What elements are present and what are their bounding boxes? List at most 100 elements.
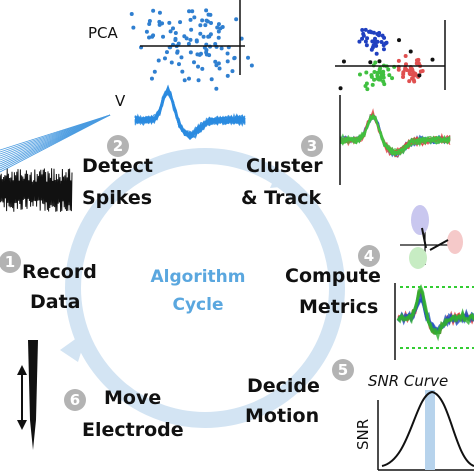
scatter-dot [215, 25, 220, 30]
scatter-dot [249, 63, 254, 68]
scatter-dot [364, 43, 369, 48]
electrode [28, 340, 38, 450]
scatter-dot [164, 50, 169, 55]
scatter-dot [368, 60, 373, 65]
waveform [396, 284, 474, 336]
waveform [134, 86, 246, 139]
waveform [134, 92, 246, 135]
waveform [339, 116, 451, 154]
scatter-dot [364, 70, 369, 75]
scatter-dot [401, 72, 406, 77]
scatter-dot [357, 39, 362, 44]
waveform [339, 116, 451, 154]
scatter-dot [162, 56, 167, 61]
scatter-dot [195, 52, 200, 57]
scatter-dot [194, 38, 199, 43]
arrow [421, 227, 427, 249]
scatter-dot [161, 34, 166, 39]
cycle-ring [65, 148, 345, 428]
step-label: Data [30, 291, 81, 313]
waveform [339, 115, 451, 153]
scatter-dot [381, 75, 386, 80]
scatter-dot [204, 18, 209, 23]
scatter-dot [396, 58, 401, 63]
scatter-dot [216, 29, 221, 34]
scatter-dot [390, 76, 395, 81]
scatter-dot [209, 77, 214, 82]
scatter-dot [192, 15, 197, 20]
step-number: 2 [113, 137, 123, 155]
scatter-dot [381, 43, 386, 48]
scatter-dot [182, 34, 187, 39]
scatter-dot [373, 36, 378, 41]
waveform [134, 91, 246, 136]
scatter-dot [178, 20, 183, 25]
scatter-dot [213, 59, 218, 64]
waveform [134, 88, 246, 139]
step-number: 1 [5, 253, 15, 271]
scatter-dot [196, 78, 201, 83]
arrow-head [17, 365, 27, 375]
scatter-dot [198, 51, 203, 56]
scatter-dot [360, 27, 365, 32]
center-label: Algorithm [151, 267, 246, 287]
scatter-dot [357, 72, 362, 77]
plot-label: SNR Curve [368, 372, 448, 390]
scatter-dot [214, 86, 219, 91]
waveform [134, 89, 246, 138]
arrow-head [17, 420, 27, 430]
scatter-dot [341, 59, 346, 64]
scatter-dot [396, 67, 401, 72]
scatter-dot [147, 22, 152, 27]
scatter-dot [412, 73, 417, 78]
scatter-dot [403, 62, 408, 67]
step-label: Detect [82, 155, 153, 177]
scatter-dot [414, 58, 419, 63]
scatter-dot [377, 59, 382, 64]
scatter-dot [144, 29, 149, 34]
waveform [134, 88, 246, 137]
waveform [134, 85, 246, 137]
scatter-dot [198, 23, 203, 28]
step-number: 4 [364, 247, 374, 265]
scatter-dot [167, 20, 172, 25]
scatter-dot [246, 55, 251, 60]
scatter-dot [225, 73, 230, 78]
scatter-dot [168, 29, 173, 34]
step-label: Cluster [246, 155, 323, 177]
waveform [134, 92, 246, 136]
scatter-dot [378, 77, 383, 82]
scatter-dot [364, 81, 369, 86]
step-number: 6 [70, 391, 80, 409]
waveform [134, 90, 246, 139]
scatter-dot [338, 86, 343, 91]
scatter-dot [369, 30, 374, 35]
scatter-dot [370, 39, 375, 44]
waveform [339, 113, 451, 154]
step-label: Spikes [82, 187, 152, 209]
scatter-dot [216, 61, 221, 66]
scatter-dot [204, 50, 209, 55]
scatter-dot [147, 18, 152, 23]
scatter-dot [189, 27, 194, 32]
scatter-dot [192, 60, 197, 65]
scatter-dot [175, 50, 180, 55]
waveform [339, 112, 451, 157]
scatter-dot [430, 57, 435, 62]
waveform [134, 89, 246, 138]
scatter-dot [176, 62, 181, 67]
scatter-dot [376, 33, 381, 38]
scatter-dot [209, 21, 214, 26]
waveform [339, 108, 451, 153]
scatter-dot [216, 22, 221, 27]
scatter-dot [416, 61, 421, 66]
waveform [339, 115, 451, 152]
cluster-blob [409, 247, 427, 269]
step-badge [301, 135, 323, 157]
step-badge [358, 245, 380, 267]
step-label: Move [104, 387, 161, 409]
scatter-dot [157, 10, 162, 15]
scatter-dot [203, 23, 208, 28]
scatter-dot [190, 9, 195, 14]
